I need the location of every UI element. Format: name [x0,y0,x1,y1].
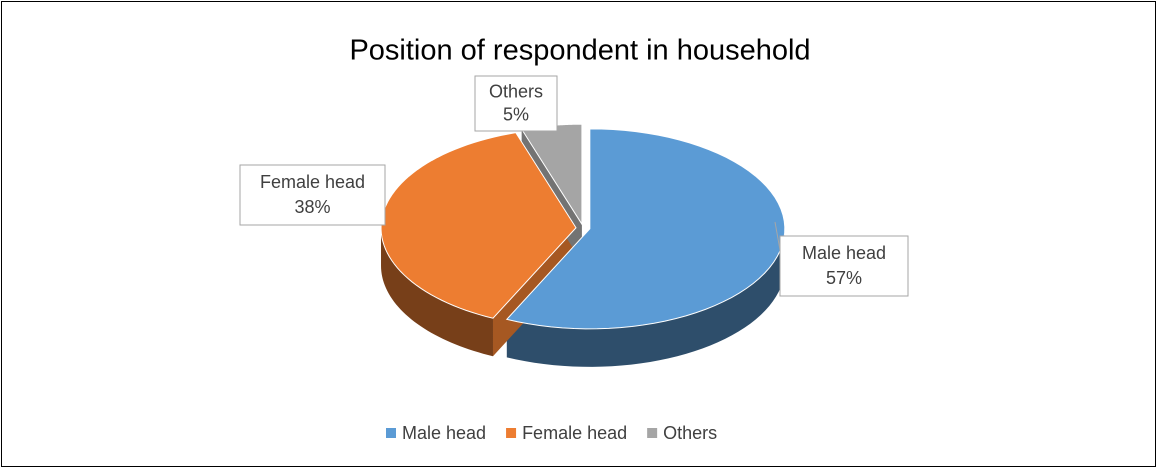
chart-title: Position of respondent in household [349,35,810,67]
data-label-box [239,164,386,226]
data-label-value: 5% [503,104,529,124]
data-label-value: 38% [294,197,330,217]
leader-line [774,221,781,251]
slice-side [506,228,785,367]
data-label-value: 57% [826,268,862,288]
legend-label: Others [663,423,717,443]
legend-swatch [386,428,396,438]
slice-side [381,227,493,357]
legend-swatch [506,428,517,438]
data-label-category: Male head [802,243,886,263]
data-label-category: Others [489,81,543,101]
legend-swatch [647,428,658,438]
data-label-category: Female head [260,172,365,192]
legend-label: Male head [402,423,486,443]
legend-label: Female head [522,423,627,443]
data-label-box [779,235,909,297]
data-label-box [474,75,558,132]
